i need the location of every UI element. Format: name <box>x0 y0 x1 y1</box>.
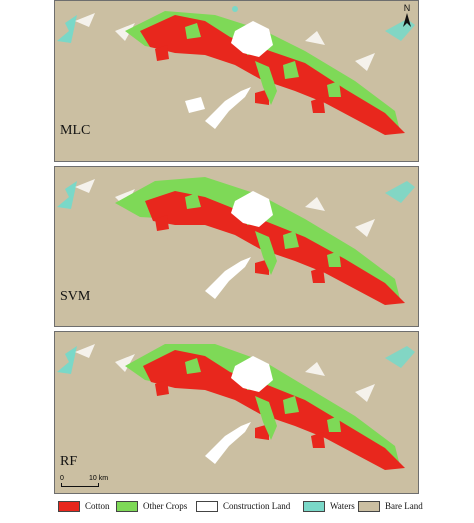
legend-swatch-other-crops <box>116 501 138 512</box>
map-panel-rf: RF 0 10 km <box>54 331 419 494</box>
legend-label-waters: Waters <box>330 501 355 511</box>
legend-swatch-construction-land <box>196 501 218 512</box>
map-panel-mlc: MLC N <box>54 0 419 162</box>
legend-label-other-crops: Other Crops <box>143 501 188 511</box>
legend-swatch-cotton <box>58 501 80 512</box>
north-arrow-letter: N <box>403 3 411 13</box>
north-arrow-icon <box>403 13 411 27</box>
legend-swatch-bare-land <box>358 501 380 512</box>
panel-label-svm: SVM <box>60 289 91 304</box>
map-panel-svm: SVM <box>54 166 419 327</box>
classification-map-svm <box>55 167 418 326</box>
north-arrow: N <box>402 4 412 27</box>
classification-map-rf <box>55 332 418 493</box>
classification-map-mlc <box>55 1 418 161</box>
panel-label-rf: RF <box>60 454 78 469</box>
legend-label-bare-land: Bare Land <box>385 501 423 511</box>
scale-bar-line <box>61 483 99 487</box>
legend-label-construction-land: Construction Land <box>223 501 291 511</box>
legend-label-cotton: Cotton <box>85 501 110 511</box>
scale-bar-end: 10 km <box>89 475 109 482</box>
panel-label-mlc: MLC <box>60 123 91 138</box>
scale-bar: 0 10 km <box>60 475 111 489</box>
legend-swatch-waters <box>303 501 325 512</box>
scale-bar-start: 0 <box>60 475 64 482</box>
map-legend: Cotton Other Crops Construction Land Wat… <box>58 500 472 518</box>
